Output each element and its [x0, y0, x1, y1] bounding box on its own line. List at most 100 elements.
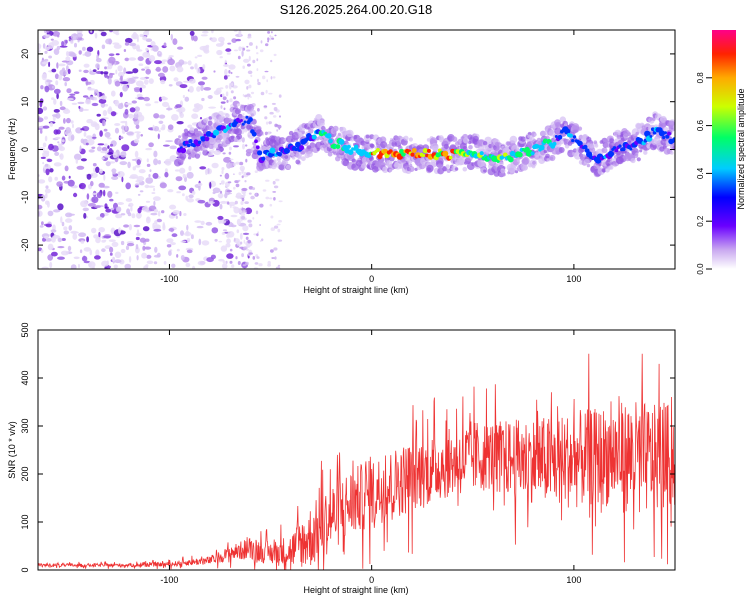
heatmap-noise-cell — [53, 48, 60, 55]
heatmap-noise-cell — [167, 124, 174, 130]
heatmap-noise-cell — [184, 96, 190, 102]
heatmap-noise-cell — [245, 144, 248, 147]
heatmap-noise-cell — [52, 114, 58, 117]
heatmap-noise-cell — [175, 215, 178, 219]
heatmap-noise-cell — [124, 57, 130, 62]
heatmap-ridge-cell — [479, 151, 484, 156]
heatmap-noise-cell — [98, 182, 105, 188]
heatmap-halo-cell — [178, 135, 182, 139]
heatmap-noise-cell — [226, 189, 232, 193]
heatmap-noise-cell — [221, 232, 226, 235]
heatmap-noise-cell — [84, 51, 92, 57]
heatmap-noise-cell — [265, 196, 270, 200]
heatmap-noise-cell — [238, 211, 242, 214]
heatmap-halo-cell — [555, 122, 562, 129]
heatmap-noise-cell — [85, 142, 89, 146]
heatmap-noise-cell — [85, 99, 92, 105]
heatmap-noise-cell — [39, 129, 43, 134]
heatmap-halo-cell — [409, 163, 413, 167]
heatmap-noise-cell — [171, 114, 179, 121]
heatmap-noise-cell — [240, 219, 243, 222]
heatmap-noise-cell — [129, 42, 137, 47]
heatmap-noise-cell — [255, 192, 258, 196]
heatmap-noise-cell — [104, 206, 109, 209]
heatmap-noise-cell — [61, 139, 65, 143]
heatmap-noise-cell — [48, 143, 54, 151]
heatmap-noise-cell — [229, 248, 233, 252]
heatmap-noise-cell — [278, 200, 283, 203]
heatmap-noise-cell — [188, 165, 192, 172]
heatmap-ridge-cell — [353, 144, 359, 149]
heatmap-noise-cell — [145, 103, 152, 107]
heatmap-noise-cell — [202, 30, 209, 34]
heatmap-halo-cell — [539, 130, 547, 137]
heatmap-noise-cell — [162, 66, 169, 73]
heatmap-halo-cell — [483, 169, 487, 173]
heatmap-halo-cell — [608, 165, 614, 170]
heatmap-halo-cell — [534, 152, 540, 158]
heatmap-noise-cell — [63, 230, 69, 235]
heatmap-noise-cell — [82, 207, 90, 212]
heatmap-noise-cell — [236, 218, 241, 226]
heatmap-noise-cell — [271, 31, 273, 34]
heatmap-ridge-cell — [650, 127, 655, 132]
heatmap-noise-cell — [139, 190, 144, 193]
heatmap-halo-cell — [408, 166, 415, 172]
heatmap-halo-cell — [533, 133, 537, 137]
heatmap-noise-cell — [241, 216, 245, 220]
heatmap-noise-cell — [241, 168, 244, 174]
heatmap-ridge-cell — [338, 138, 345, 145]
heatmap-ridge-cell — [538, 144, 545, 151]
heatmap-noise-cell — [91, 136, 97, 139]
heatmap-noise-cell — [240, 241, 243, 245]
heatmap-halo-cell — [295, 159, 301, 165]
heatmap-noise-cell — [153, 113, 160, 119]
heatmap-noise-cell — [113, 44, 122, 49]
heatmap-halo-cell — [532, 160, 536, 165]
heatmap-halo-cell — [284, 155, 289, 159]
heatmap-noise-cell — [204, 168, 208, 176]
heatmap-noise-cell — [199, 45, 208, 51]
heatmap-halo-cell — [468, 145, 473, 150]
heatmap-noise-cell — [166, 244, 172, 248]
heatmap-halo-cell — [462, 166, 468, 172]
heatmap-noise-cell — [80, 158, 87, 162]
heatmap-halo-cell — [633, 153, 639, 159]
heatmap-noise-cell — [145, 210, 151, 213]
heatmap-noise-cell — [243, 239, 246, 244]
heatmap-noise-cell — [167, 58, 176, 66]
y-tick-label: 100 — [20, 514, 30, 529]
heatmap-noise-cell — [57, 256, 65, 260]
heatmap-noise-cell — [98, 227, 105, 233]
heatmap-noise-cell — [57, 237, 62, 243]
heatmap-noise-cell — [63, 109, 71, 114]
heatmap-noise-cell — [160, 79, 166, 85]
heatmap-noise-cell — [157, 72, 165, 78]
heatmap-noise-cell — [239, 232, 243, 240]
heatmap-noise-cell — [248, 223, 253, 228]
heatmap-noise-cell — [247, 70, 253, 75]
heatmap-noise-cell — [60, 216, 63, 224]
heatmap-ridge-cell — [243, 120, 247, 124]
heatmap-noise-cell — [42, 237, 46, 242]
heatmap-ridge-cell — [664, 131, 667, 135]
heatmap-noise-cell — [81, 255, 88, 262]
heatmap-noise-cell — [118, 227, 121, 234]
heatmap-noise-cell — [44, 163, 49, 168]
heatmap-ridge-cell — [672, 137, 675, 143]
heatmap-halo-cell — [652, 145, 657, 149]
heatmap-noise-cell — [160, 127, 166, 131]
heatmap-noise-cell — [40, 194, 46, 202]
heatmap-noise-cell — [252, 217, 255, 220]
heatmap-noise-cell — [233, 96, 237, 100]
heatmap-noise-cell — [223, 107, 226, 111]
heatmap-noise-cell — [65, 117, 71, 124]
heatmap-ridge-cell — [347, 149, 354, 156]
heatmap-noise-cell — [77, 40, 80, 43]
heatmap-halo-cell — [380, 141, 388, 149]
colorbar-ticks: 0.0 0.2 0.4 0.6 0.8 — [696, 72, 712, 275]
x-tick-label: 100 — [566, 575, 581, 585]
heatmap-noise-cell — [139, 77, 147, 80]
heatmap-noise-cell — [241, 195, 245, 198]
heatmap-noise-cell — [221, 170, 224, 175]
